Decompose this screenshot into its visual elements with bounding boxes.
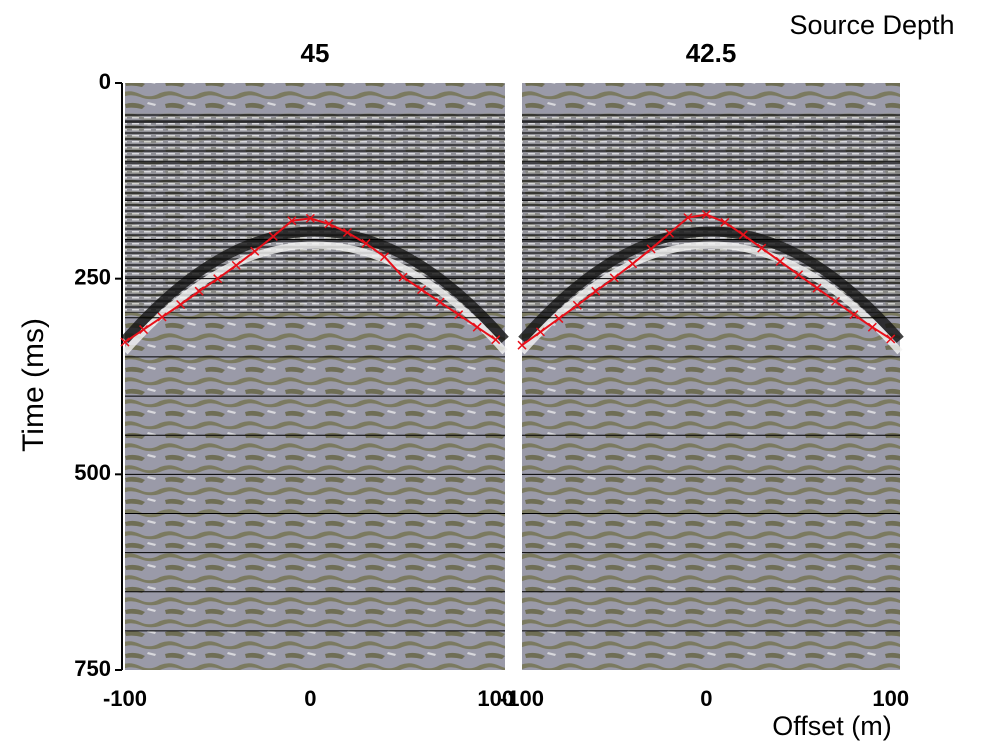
pick-marker: [554, 314, 564, 324]
y-axis-label: Time (ms): [17, 318, 50, 452]
pick-marker: [812, 283, 822, 293]
pick-marker: [849, 310, 859, 320]
source-depth-label: Source Depth: [789, 10, 954, 40]
pick-marker: [157, 312, 167, 322]
x-tick-label: 0: [304, 686, 316, 711]
pick-marker: [435, 297, 445, 307]
x-axis-label: Offset (m): [772, 711, 892, 741]
event-band: [121, 226, 509, 344]
pick-marker: [176, 299, 186, 310]
pick-marker: [213, 274, 223, 284]
y-tick-label: 0: [99, 69, 111, 94]
pick-marker: [472, 322, 482, 332]
pick-marker: [324, 219, 334, 229]
pick-marker: [830, 296, 840, 306]
pick-marker: [867, 322, 877, 332]
pick-marker: [794, 270, 804, 280]
pick-marker: [491, 335, 501, 345]
pick-marker: [720, 217, 730, 227]
panel-title: 42.5: [686, 38, 737, 68]
pick-marker: [738, 230, 748, 240]
pick-marker: [454, 310, 464, 320]
pick-marker: [701, 209, 711, 220]
x-tick-label: 100: [872, 686, 909, 711]
pick-marker: [305, 213, 315, 223]
pick-marker: [591, 286, 601, 296]
panel: 45 -100 0 100 0 250 500 750: [74, 38, 514, 711]
pick-marker: [194, 286, 204, 296]
pick-marker: [120, 337, 130, 347]
pick-marker: [757, 243, 767, 253]
pick-marker: [886, 334, 896, 344]
x-tick-label: -100: [103, 686, 147, 711]
pick-marker: [535, 327, 545, 337]
event-band: [518, 226, 904, 344]
pick-marker: [231, 260, 241, 270]
y-tick-label: 500: [74, 460, 111, 485]
x-tick-label: 100: [477, 686, 514, 711]
pick-marker: [139, 325, 149, 335]
pick-marker: [664, 228, 675, 238]
pick-marker: [628, 259, 638, 269]
pick-marker: [646, 244, 656, 254]
pick-marker: [398, 272, 408, 282]
pick-marker: [572, 300, 582, 310]
pick-marker: [683, 213, 693, 223]
pick-marker: [287, 216, 297, 226]
pick-marker: [268, 231, 278, 241]
panel-title: 45: [301, 38, 330, 68]
pick-marker: [609, 273, 619, 283]
pick-marker: [361, 238, 371, 248]
x-tick-label: -100: [500, 686, 544, 711]
x-tick-label: 0: [700, 686, 712, 711]
pick-marker: [379, 252, 390, 262]
pick-marker: [342, 227, 352, 238]
y-tick-label: 250: [74, 264, 111, 289]
panel: 42.5 -100 0 100: [500, 38, 909, 711]
panels: 45 -100 0 100 0 250 500 750 42.5 -100 0 100: [74, 38, 909, 711]
pick-marker: [517, 340, 527, 350]
pick-marker: [775, 256, 785, 266]
pick-marker: [417, 285, 427, 295]
pick-marker: [250, 246, 260, 256]
y-tick-label: 750: [74, 656, 111, 681]
